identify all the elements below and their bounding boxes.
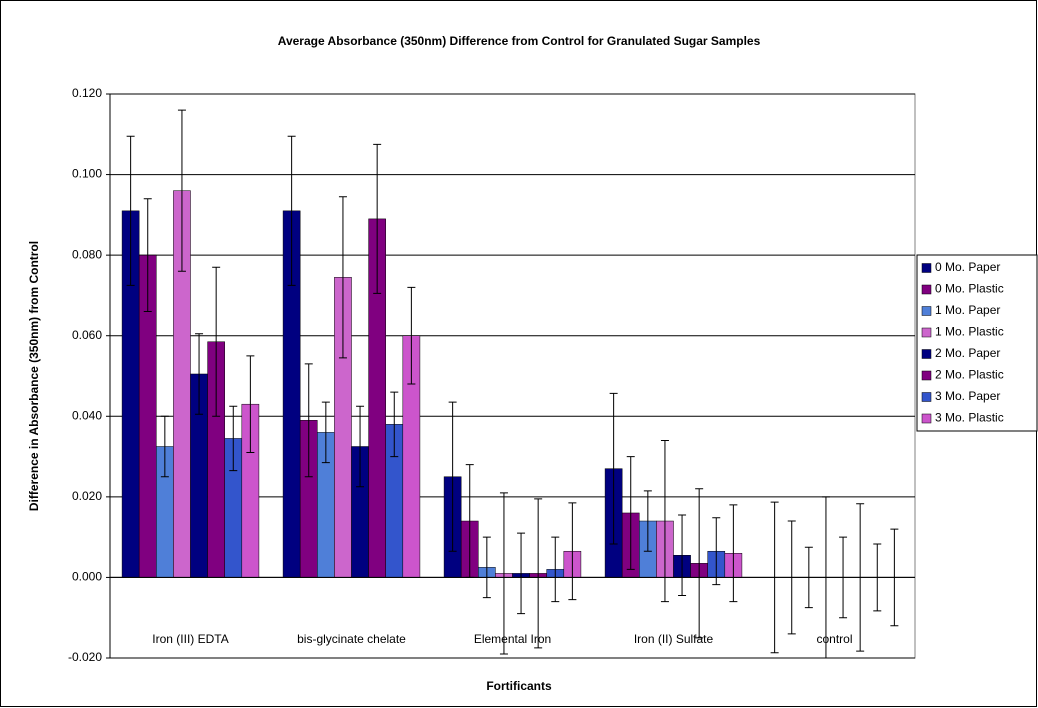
error-bar <box>287 135 296 286</box>
legend-label: 2 Mo. Paper <box>935 346 1000 360</box>
x-tick-label: Iron (III) EDTA <box>152 632 228 646</box>
error-bar <box>568 502 577 601</box>
error-bar <box>321 401 330 464</box>
legend-swatch <box>921 413 932 424</box>
error-bar <box>660 439 669 603</box>
y-tick-label: 0.120 <box>72 86 102 100</box>
error-bar <box>448 401 457 552</box>
legend-swatch <box>921 327 932 338</box>
y-tick-label: 0.060 <box>72 328 102 342</box>
y-tick-label: 0.080 <box>72 247 102 261</box>
error-bar <box>143 198 152 313</box>
x-tick-label: Elemental Iron <box>474 632 551 646</box>
error-bar <box>338 196 347 359</box>
y-tick-label: 0.100 <box>72 167 102 181</box>
error-bar <box>304 363 313 478</box>
legend-label: 3 Mo. Plastic <box>935 411 1004 425</box>
legend-swatch <box>921 306 932 316</box>
error-bar <box>712 517 721 586</box>
error-bar <box>551 536 560 603</box>
error-bar <box>126 135 135 286</box>
x-tick-label: bis-glycinate chelate <box>297 632 406 646</box>
error-bar <box>695 488 704 639</box>
error-bar <box>229 405 238 472</box>
legend-swatch <box>921 284 932 295</box>
legend-box <box>916 254 1038 432</box>
y-tick-label: 0.020 <box>72 489 102 503</box>
error-bar <box>373 143 382 294</box>
legend-label: 3 Mo. Paper <box>935 389 1000 403</box>
x-axis-title: Fortificants <box>486 679 552 693</box>
error-bar <box>517 532 526 615</box>
legend-label: 1 Mo. Paper <box>935 303 1000 317</box>
legend-label: 1 Mo. Plastic <box>935 325 1004 339</box>
legend-swatch <box>921 370 932 381</box>
x-tick-label: control <box>816 632 852 646</box>
legend-label: 0 Mo. Paper <box>935 260 1000 274</box>
error-bar <box>729 504 738 603</box>
legend-label: 2 Mo. Plastic <box>935 368 1004 382</box>
error-bar <box>195 333 204 415</box>
error-bar <box>609 392 618 545</box>
error-bar <box>482 536 491 599</box>
error-bar <box>390 391 399 458</box>
y-tick-label: -0.020 <box>68 650 102 664</box>
error-bar <box>499 492 508 655</box>
error-bar <box>678 514 687 597</box>
error-bar <box>177 109 186 272</box>
error-bar <box>643 490 652 552</box>
error-bar <box>246 355 255 454</box>
error-bar <box>407 286 416 385</box>
error-bar <box>356 405 365 488</box>
legend-label: 0 Mo. Plastic <box>935 282 1004 296</box>
chart-title: Average Absorbance (350nm) Difference fr… <box>278 34 761 48</box>
y-tick-label: 0.000 <box>72 570 102 584</box>
error-bar <box>160 415 169 478</box>
y-axis-title: Difference in Absorbance (350nm) from Co… <box>27 241 41 511</box>
legend-swatch <box>921 392 932 402</box>
error-bar <box>534 498 543 649</box>
error-bar <box>212 266 221 417</box>
x-tick-label: Iron (II) Sulfate <box>634 632 714 646</box>
error-bar <box>626 456 635 570</box>
legend-swatch <box>921 349 932 359</box>
legend-swatch <box>921 263 932 273</box>
y-tick-label: 0.040 <box>72 408 102 422</box>
